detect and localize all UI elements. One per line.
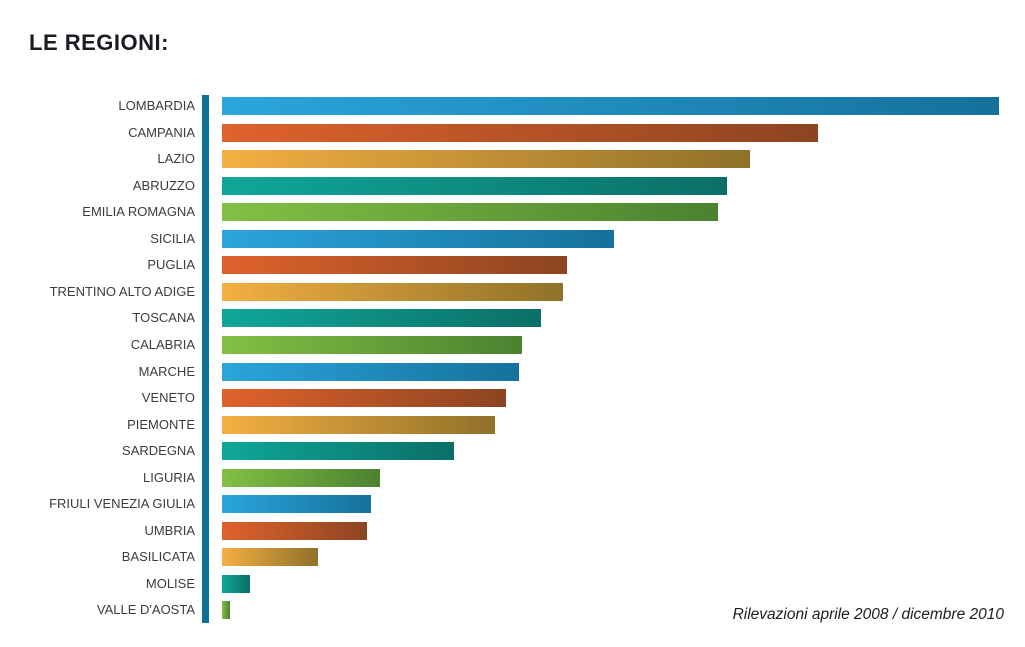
footnote-text: Rilevazioni aprile 2008 / dicembre 2010 [732,606,1004,623]
region-label: VENETO [141,390,195,405]
chart-row: EMILIA ROMAGNA [0,203,1025,221]
region-label: MARCHE [138,364,195,379]
region-label: UMBRIA [144,523,195,538]
region-bar [222,283,563,301]
chart-row: BASILICATA [0,548,1025,566]
chart-row: LOMBARDIA [0,97,1025,115]
chart-row: VALLE D'AOSTA [0,601,1025,619]
region-bar [222,363,519,381]
chart-row: MARCHE [0,363,1025,381]
chart-row: PUGLIA [0,256,1025,274]
region-bar [222,309,541,327]
chart-row: VENETO [0,389,1025,407]
chart-row: MOLISE [0,575,1025,593]
region-label: CALABRIA [130,337,195,352]
region-bar [222,469,380,487]
region-bar [222,230,614,248]
region-label: BASILICATA [121,549,195,564]
region-bar [222,124,818,142]
chart-row: ABRUZZO [0,177,1025,195]
region-bar [222,203,718,221]
region-label: PIEMONTE [127,417,195,432]
page-title: LE REGIONI: [29,30,169,55]
region-label: TOSCANA [132,310,195,325]
region-bar [222,389,506,407]
chart-row: SICILIA [0,230,1025,248]
region-label: LAZIO [157,151,195,166]
region-bar [222,601,230,619]
chart-row: CALABRIA [0,336,1025,354]
region-label: ABRUZZO [132,178,195,193]
region-label: FRIULI VENEZIA GIULIA [49,496,195,511]
chart-row: FRIULI VENEZIA GIULIA [0,495,1025,513]
region-label: CAMPANIA [128,125,195,140]
chart-row: PIEMONTE [0,416,1025,434]
chart-row: LAZIO [0,150,1025,168]
y-axis-line [202,95,209,623]
region-bar [222,495,371,513]
region-bar [222,575,250,593]
chart-row: LIGURIA [0,469,1025,487]
region-bar [222,256,567,274]
region-bar [222,336,522,354]
region-label: TRENTINO ALTO ADIGE [49,284,195,299]
region-label: LOMBARDIA [118,98,195,113]
region-label: LIGURIA [142,470,195,485]
region-bar [222,150,750,168]
region-label: VALLE D'AOSTA [96,602,195,617]
region-label: EMILIA ROMAGNA [82,204,195,219]
chart-row: CAMPANIA [0,124,1025,142]
region-label: SARDEGNA [122,443,195,458]
region-bar [222,442,454,460]
region-label: PUGLIA [147,257,195,272]
region-bar [222,177,727,195]
chart-row: UMBRIA [0,522,1025,540]
region-bar [222,416,495,434]
region-label: SICILIA [150,231,195,246]
region-bar [222,97,999,115]
chart-row: TRENTINO ALTO ADIGE [0,283,1025,301]
chart-row: SARDEGNA [0,442,1025,460]
region-label: MOLISE [145,576,195,591]
region-bar [222,522,367,540]
chart-row: TOSCANA [0,309,1025,327]
region-bar [222,548,318,566]
